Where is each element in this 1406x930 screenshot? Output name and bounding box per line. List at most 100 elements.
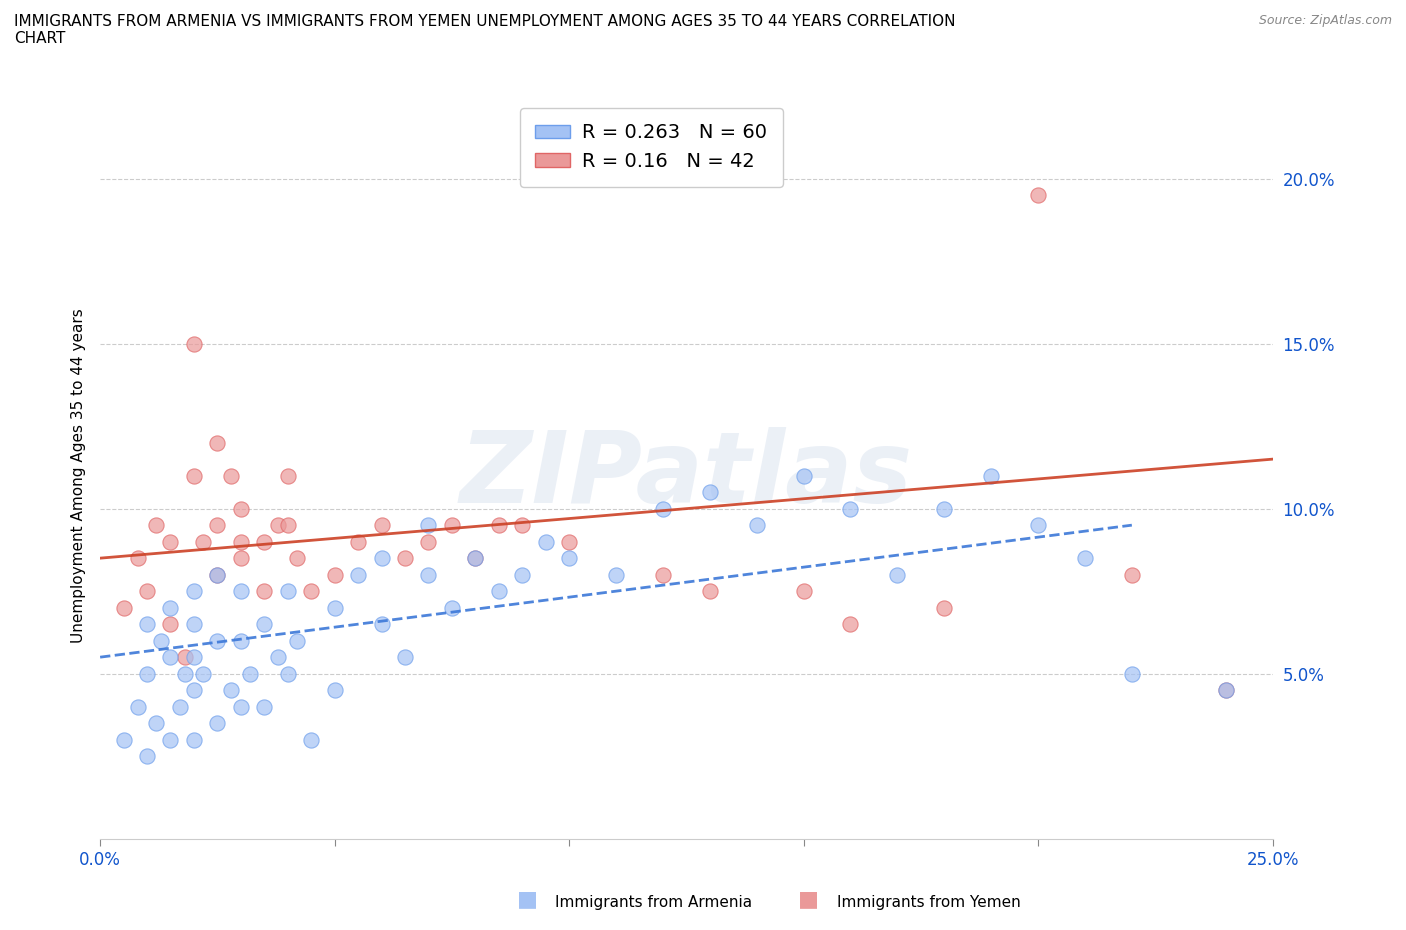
Point — [253, 534, 276, 549]
Point — [510, 518, 533, 533]
Point — [229, 633, 252, 648]
Point — [651, 501, 673, 516]
Point — [793, 584, 815, 599]
Point — [127, 699, 149, 714]
Point — [159, 534, 181, 549]
Point — [510, 567, 533, 582]
Point — [370, 617, 392, 631]
Point — [183, 617, 205, 631]
Point — [605, 567, 627, 582]
Point — [285, 633, 308, 648]
Point — [934, 501, 956, 516]
Point — [207, 435, 229, 450]
Point — [169, 699, 191, 714]
Point — [285, 551, 308, 565]
Point — [159, 732, 181, 747]
Point — [745, 518, 768, 533]
Point — [239, 666, 262, 681]
Point — [370, 551, 392, 565]
Point — [183, 732, 205, 747]
Point — [136, 584, 159, 599]
Point — [277, 584, 299, 599]
Point — [277, 468, 299, 483]
Point — [253, 699, 276, 714]
Point — [1215, 683, 1237, 698]
Point — [934, 600, 956, 615]
Point — [207, 567, 229, 582]
Text: IMMIGRANTS FROM ARMENIA VS IMMIGRANTS FROM YEMEN UNEMPLOYMENT AMONG AGES 35 TO 4: IMMIGRANTS FROM ARMENIA VS IMMIGRANTS FR… — [14, 14, 956, 46]
Point — [277, 518, 299, 533]
Point — [159, 650, 181, 665]
Point — [347, 534, 370, 549]
Point — [221, 468, 243, 483]
Point — [183, 683, 205, 698]
Point — [253, 617, 276, 631]
Point — [183, 584, 205, 599]
Point — [394, 551, 416, 565]
Point — [464, 551, 486, 565]
Point — [793, 468, 815, 483]
Point — [150, 633, 173, 648]
Point — [267, 650, 290, 665]
Point — [207, 567, 229, 582]
Point — [207, 518, 229, 533]
Point — [253, 584, 276, 599]
Point — [229, 699, 252, 714]
Point — [323, 683, 346, 698]
Point — [299, 584, 322, 599]
Legend: R = 0.263   N = 60, R = 0.16   N = 42: R = 0.263 N = 60, R = 0.16 N = 42 — [520, 108, 783, 187]
Point — [145, 716, 167, 731]
Point — [207, 633, 229, 648]
Point — [839, 617, 862, 631]
Point — [1026, 188, 1049, 203]
Point — [370, 518, 392, 533]
Text: Immigrants from Armenia: Immigrants from Armenia — [555, 895, 752, 910]
Point — [159, 600, 181, 615]
Point — [145, 518, 167, 533]
Point — [229, 584, 252, 599]
Point — [699, 584, 721, 599]
Point — [323, 600, 346, 615]
Point — [440, 518, 463, 533]
Point — [1026, 518, 1049, 533]
Point — [299, 732, 322, 747]
Point — [229, 501, 252, 516]
Point — [347, 567, 370, 582]
Text: ZIPatlas: ZIPatlas — [460, 427, 912, 525]
Point — [277, 666, 299, 681]
Point — [183, 650, 205, 665]
Point — [183, 336, 205, 351]
Point — [323, 567, 346, 582]
Point — [112, 732, 135, 747]
Point — [193, 534, 215, 549]
Point — [488, 518, 510, 533]
Point — [558, 534, 581, 549]
Point — [394, 650, 416, 665]
Point — [229, 534, 252, 549]
Point — [136, 749, 159, 764]
Point — [173, 666, 195, 681]
Point — [1215, 683, 1237, 698]
Point — [651, 567, 673, 582]
Point — [207, 716, 229, 731]
Point — [886, 567, 908, 582]
Point — [193, 666, 215, 681]
Point — [488, 584, 510, 599]
Point — [980, 468, 1002, 483]
Text: Immigrants from Yemen: Immigrants from Yemen — [837, 895, 1021, 910]
Point — [183, 468, 205, 483]
Point — [464, 551, 486, 565]
Point — [440, 600, 463, 615]
Point — [418, 567, 440, 582]
Point — [267, 518, 290, 533]
Point — [173, 650, 195, 665]
Text: ■: ■ — [517, 889, 537, 910]
Point — [1121, 666, 1143, 681]
Point — [558, 551, 581, 565]
Point — [159, 617, 181, 631]
Text: ■: ■ — [799, 889, 818, 910]
Point — [221, 683, 243, 698]
Point — [1074, 551, 1097, 565]
Point — [839, 501, 862, 516]
Point — [127, 551, 149, 565]
